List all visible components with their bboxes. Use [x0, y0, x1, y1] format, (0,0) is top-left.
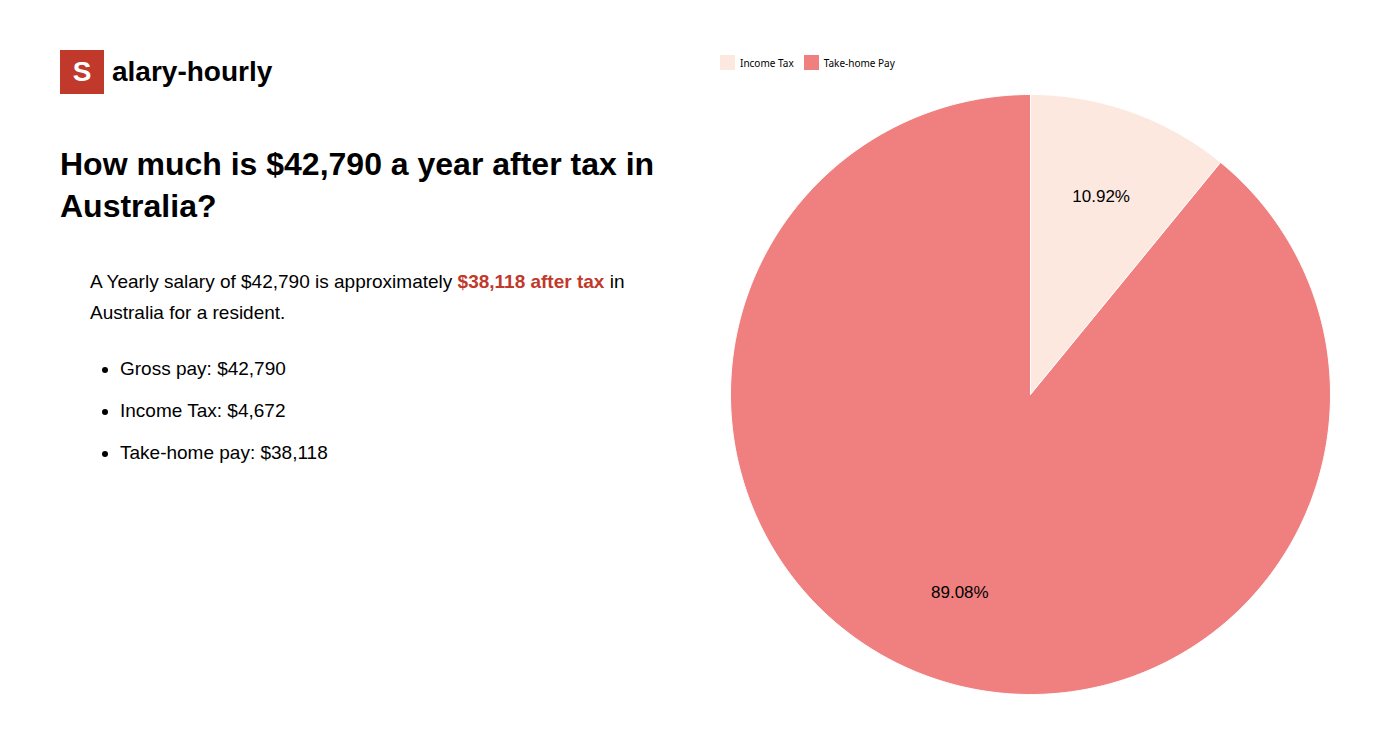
svg-text:10.92%: 10.92%: [1072, 187, 1130, 206]
html-text:Take-home Pay: Take-home Pay: [823, 55, 895, 70]
html-text:Australia for a resident.: Australia for a resident.: [90, 301, 286, 323]
html-text:How much is $42,790 a year aft: How much is $42,790 a year after tax in …: [60, 146, 655, 224]
html-text:S: S: [72, 56, 92, 87]
html-text:Take-home pay: $38,118: Take-home pay: $38,118: [120, 441, 328, 463]
html-text:Income Tax: Income Tax: [740, 55, 794, 70]
html-text:Gross pay: $42,790: Gross pay: $42,790: [120, 358, 286, 379]
html-text:Income Tax: $4,672: Income Tax: $4,672: [120, 399, 286, 421]
html-text:alary-hourly: alary-hourly: [112, 56, 273, 87]
html-text:A Yearly salary of $42,790 is: A Yearly salary of $42,790 is approximat…: [90, 271, 625, 293]
svg-text:89.08%: 89.08%: [931, 583, 989, 602]
